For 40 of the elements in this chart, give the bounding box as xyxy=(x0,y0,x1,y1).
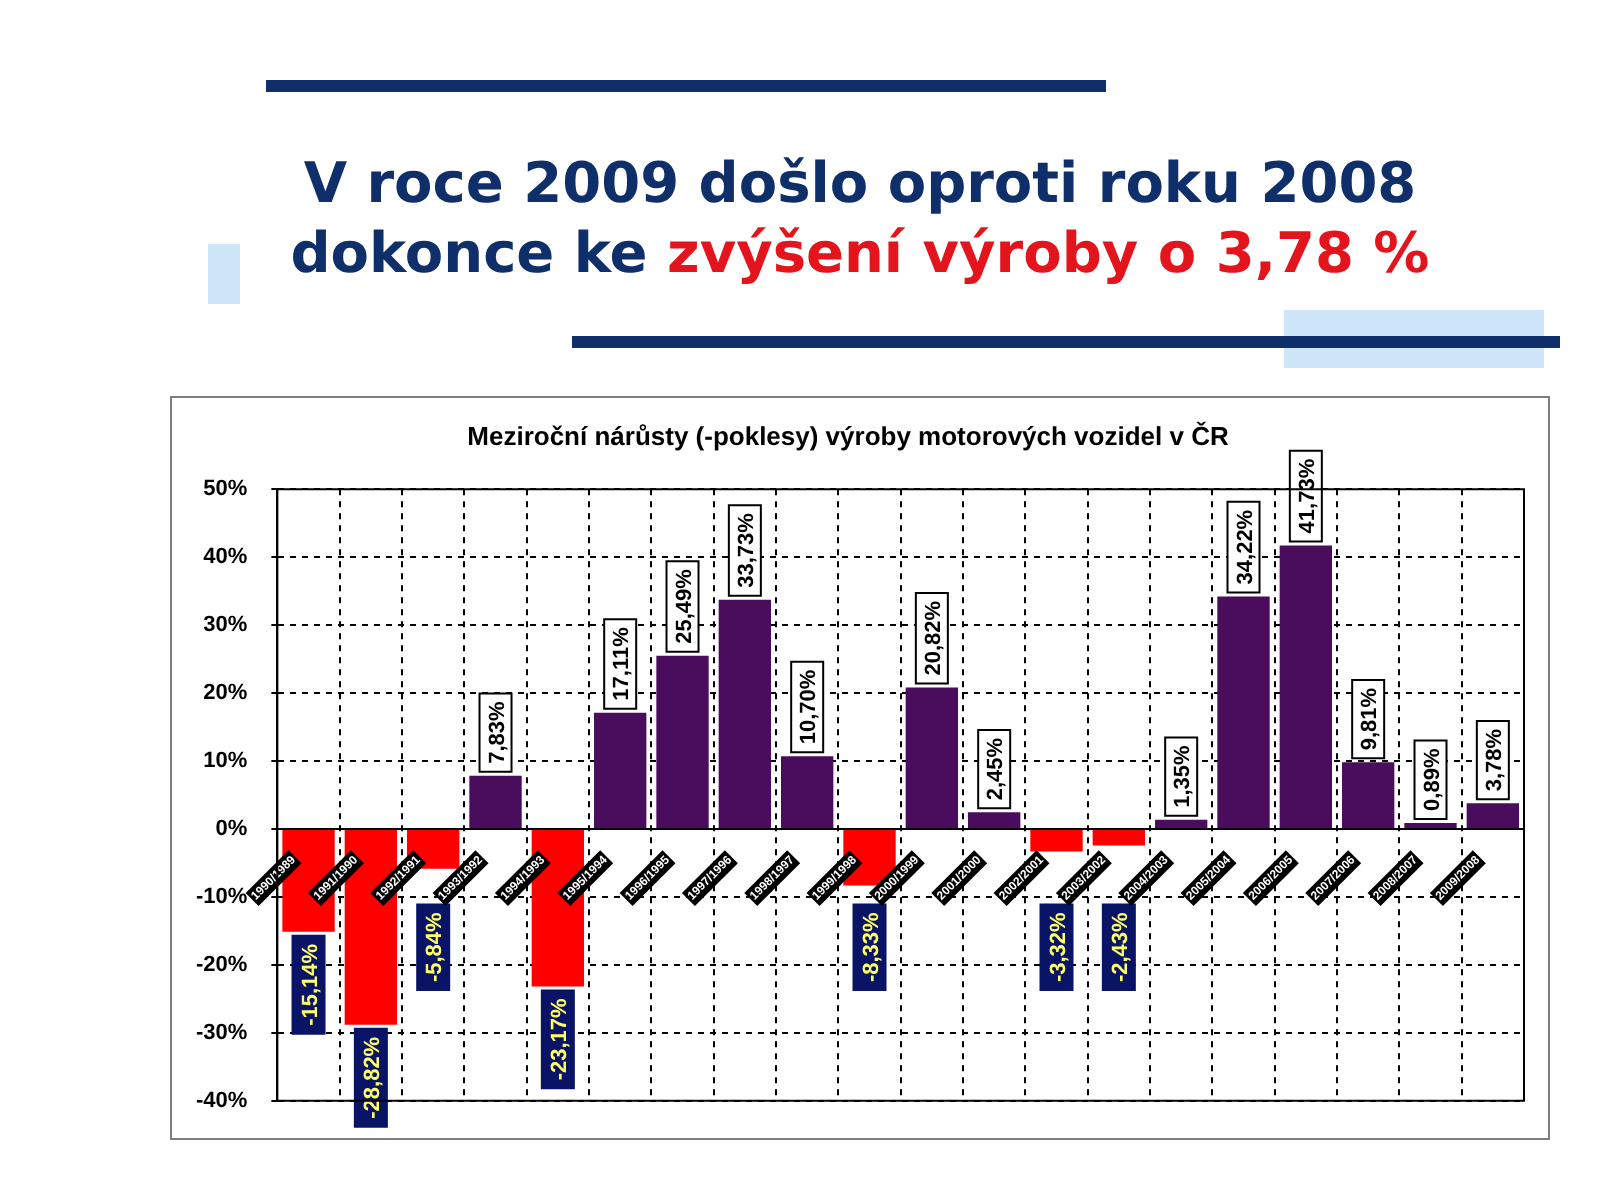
data-label: -15,14% xyxy=(298,943,323,1026)
text: dokonce ke xyxy=(290,220,648,286)
y-tick-label: -40% xyxy=(195,1088,248,1113)
bar xyxy=(968,812,1021,828)
data-label: 7,83% xyxy=(485,700,510,764)
data-label: 25,49% xyxy=(672,568,697,644)
data-label: -3,32% xyxy=(1046,911,1071,983)
data-label: 3,78% xyxy=(1482,728,1507,792)
data-label: -8,33% xyxy=(859,911,884,983)
data-label: -2,43% xyxy=(1108,911,1133,983)
data-label: 0,89% xyxy=(1420,748,1445,811)
data-label: 33,73% xyxy=(734,512,759,588)
y-tick-label: -30% xyxy=(195,1020,248,1045)
data-label: -5,84% xyxy=(423,911,448,983)
data-label: 10,70% xyxy=(797,669,822,745)
y-tick-label: 30% xyxy=(203,613,248,638)
data-label: 17,11% xyxy=(610,626,635,701)
data-label: 20,82% xyxy=(921,600,946,676)
bar xyxy=(1154,819,1208,828)
bar xyxy=(1092,829,1146,846)
data-label: -23,17% xyxy=(547,998,572,1081)
y-tick-label: 50% xyxy=(203,477,248,502)
y-tick-label: 0% xyxy=(215,817,248,842)
y-tick-label: 20% xyxy=(203,681,248,706)
y-tick-label: 40% xyxy=(203,545,248,570)
text: zvýšení výroby o 3,78 % xyxy=(667,220,1430,286)
y-tick-label: -10% xyxy=(195,885,248,909)
data-label: 2,45% xyxy=(984,737,1009,801)
data-label: 34,22% xyxy=(1233,509,1258,585)
bar xyxy=(1030,829,1083,852)
chart-subtitle: Meziroční nárůsty (-poklesy) výroby motorových vozidel v ČR xyxy=(467,420,1230,451)
data-label: 1,35% xyxy=(1171,745,1196,808)
data-label: 41,73% xyxy=(1295,458,1320,534)
data-label: 9,81% xyxy=(1358,687,1383,751)
y-tick-label: -20% xyxy=(195,952,248,977)
bar xyxy=(1404,822,1457,828)
chart-title: V roce 2009 došlo oproti roku 2008 xyxy=(303,150,1417,216)
y-tick-label: 10% xyxy=(203,749,248,774)
bar xyxy=(1466,803,1520,828)
data-label: -28,82% xyxy=(360,1036,385,1119)
